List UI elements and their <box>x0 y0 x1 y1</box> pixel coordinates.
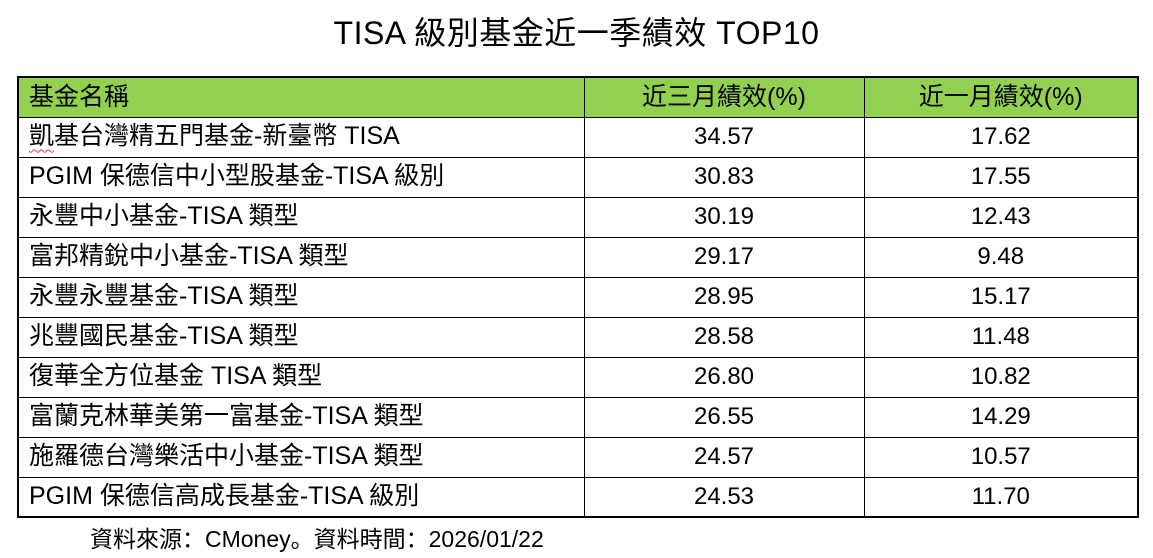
table-row: PGIM 保德信高成長基金-TISA 級別 24.53 11.70 <box>17 476 1139 518</box>
one-month-return-cell: 11.70 <box>863 476 1139 518</box>
fund-name-cell: 富蘭克林華美第一富基金-TISA 類型 <box>17 396 585 438</box>
fund-name-cell: 永豐中小基金-TISA 類型 <box>17 196 585 238</box>
table-row: PGIM 保德信中小型股基金-TISA 級別 30.83 17.55 <box>17 156 1139 198</box>
fund-performance-table: 基金名稱 近三月績效(%) 近一月績效(%) 凱基台灣精五門基金-新臺幣 TIS… <box>17 76 1139 518</box>
header-row: 基金名稱 近三月績效(%) 近一月績效(%) <box>17 76 1139 118</box>
header-one-month-return: 近一月績效(%) <box>863 76 1139 118</box>
fund-name-cell: 復華全方位基金 TISA 類型 <box>17 356 585 398</box>
one-month-return-cell: 17.62 <box>863 116 1139 158</box>
table-row: 富邦精銳中小基金-TISA 類型 29.17 9.48 <box>17 236 1139 278</box>
one-month-return-cell: 15.17 <box>863 276 1139 318</box>
page-title: TISA 級別基金近一季績效 TOP10 <box>333 15 820 51</box>
table-row: 富蘭克林華美第一富基金-TISA 類型 26.55 14.29 <box>17 396 1139 438</box>
one-month-return-cell: 10.82 <box>863 356 1139 398</box>
table-row: 復華全方位基金 TISA 類型 26.80 10.82 <box>17 356 1139 398</box>
three-month-return-cell: 29.17 <box>583 236 865 278</box>
fund-table-body: 凱基台灣精五門基金-新臺幣 TISA 34.57 17.62 PGIM 保德信中小型股… <box>17 116 1139 518</box>
fund-name-cell: 兆豐國民基金-TISA 類型 <box>17 316 585 358</box>
table-row: 凱基台灣精五門基金-新臺幣 TISA 34.57 17.62 <box>17 116 1139 158</box>
three-month-return-cell: 34.57 <box>583 116 865 158</box>
fund-name-cell: PGIM 保德信高成長基金-TISA 級別 <box>17 476 585 518</box>
fund-name-cell: 施羅德台灣樂活中小基金-TISA 類型 <box>17 436 585 478</box>
three-month-return-cell: 28.58 <box>583 316 865 358</box>
one-month-return-cell: 9.48 <box>863 236 1139 278</box>
three-month-return-cell: 26.80 <box>583 356 865 398</box>
one-month-return-cell: 11.48 <box>863 316 1139 358</box>
table-header: 基金名稱 近三月績效(%) 近一月績效(%) <box>17 76 1139 118</box>
fund-name-cell: PGIM 保德信中小型股基金-TISA 級別 <box>17 156 585 198</box>
three-month-return-cell: 24.57 <box>583 436 865 478</box>
three-month-return-cell: 30.83 <box>583 156 865 198</box>
fund-name-cell: 凱基台灣精五門基金-新臺幣 TISA <box>17 116 585 158</box>
three-month-return-cell: 30.19 <box>583 196 865 238</box>
one-month-return-cell: 12.43 <box>863 196 1139 238</box>
fund-name-cell: 富邦精銳中小基金-TISA 類型 <box>17 236 585 278</box>
table-row: 永豐永豐基金-TISA 類型 28.95 15.17 <box>17 276 1139 318</box>
table-row: 兆豐國民基金-TISA 類型 28.58 11.48 <box>17 316 1139 358</box>
source-note: 資料來源：CMoney。資料時間：2026/01/22 <box>90 526 544 552</box>
three-month-return-cell: 26.55 <box>583 396 865 438</box>
table-row: 施羅德台灣樂活中小基金-TISA 類型 24.57 10.57 <box>17 436 1139 478</box>
three-month-return-cell: 24.53 <box>583 476 865 518</box>
one-month-return-cell: 10.57 <box>863 436 1139 478</box>
one-month-return-cell: 17.55 <box>863 156 1139 198</box>
spellcheck-underline: 凱 <box>29 122 55 151</box>
header-three-month-return: 近三月績效(%) <box>583 76 865 118</box>
three-month-return-cell: 28.95 <box>583 276 865 318</box>
fund-name-cell: 永豐永豐基金-TISA 類型 <box>17 276 585 318</box>
table-row: 永豐中小基金-TISA 類型 30.19 12.43 <box>17 196 1139 238</box>
header-fund-name: 基金名稱 <box>17 76 585 118</box>
one-month-return-cell: 14.29 <box>863 396 1139 438</box>
